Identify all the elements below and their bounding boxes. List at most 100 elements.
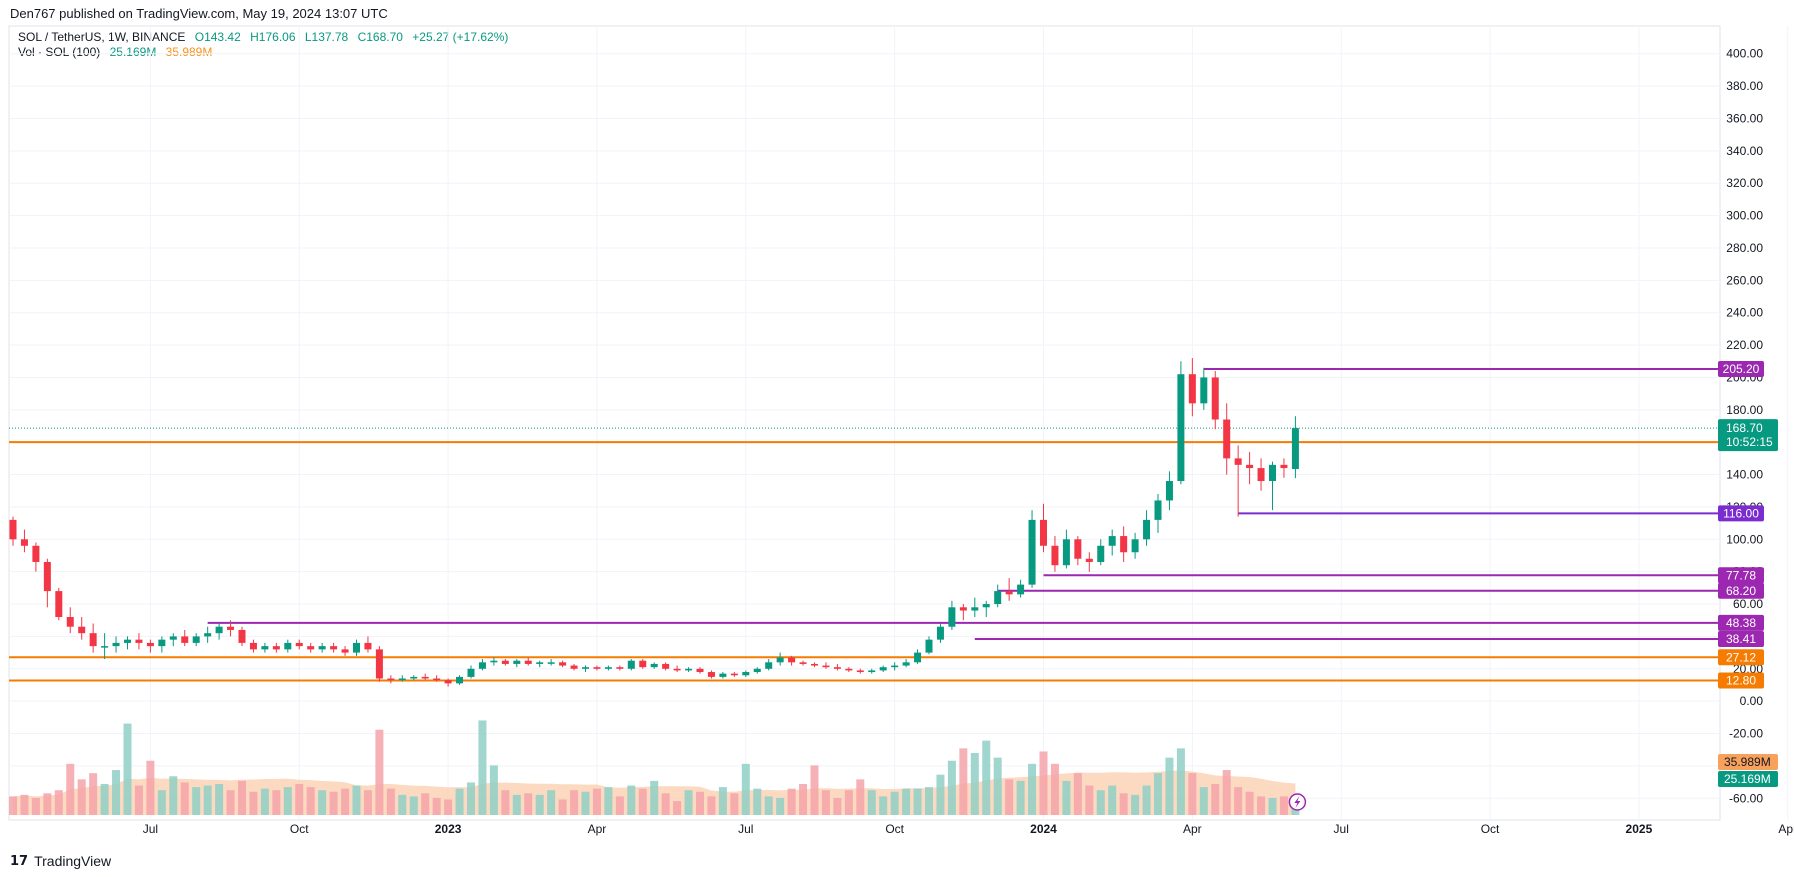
volume-bar <box>558 799 567 815</box>
candle-body <box>433 678 441 681</box>
candle-body <box>914 652 922 663</box>
volume-bars <box>9 720 1300 815</box>
volume-current-tag-bg <box>1718 771 1778 787</box>
candle-body <box>375 649 383 679</box>
candle-body <box>1269 464 1276 482</box>
level-price-tag: 12.80 <box>1726 673 1756 687</box>
candle-body <box>1188 374 1196 404</box>
volume-bar <box>54 790 63 815</box>
volume-bar <box>444 799 453 815</box>
candle-body <box>227 626 235 630</box>
price-tick-label: 140.00 <box>1726 468 1763 482</box>
volume-bar <box>1142 785 1151 815</box>
candle-body <box>936 626 944 640</box>
time-tick-label: Oct <box>290 822 309 836</box>
volume-bar <box>718 787 727 815</box>
volume-bar <box>570 790 579 815</box>
volume-bar <box>478 720 487 815</box>
candle-body <box>158 639 166 647</box>
candle-body <box>261 646 269 650</box>
candle-body <box>845 668 853 671</box>
candle-body <box>284 642 292 650</box>
candle-body <box>112 642 120 647</box>
candle-body <box>1074 539 1082 559</box>
candle-body <box>547 662 555 664</box>
level-price-tag: 48.38 <box>1726 616 1756 630</box>
volume-bar <box>157 790 166 815</box>
candle-body <box>582 667 589 669</box>
volume-bar <box>226 790 235 815</box>
volume-bar <box>215 784 224 815</box>
volume-bar <box>890 791 899 815</box>
candle-body <box>192 636 200 643</box>
price-tick-label: 0.00 <box>1740 694 1764 708</box>
candle-body <box>673 668 681 671</box>
volume-bar <box>661 793 670 815</box>
volume-bar <box>1028 763 1037 815</box>
volume-bar <box>421 793 430 815</box>
time-tick-label: Apr <box>1183 822 1202 836</box>
candle-body <box>730 673 738 676</box>
candle-body <box>902 662 910 666</box>
candle-body <box>1211 377 1219 420</box>
candle-body <box>1097 545 1105 562</box>
volume-bar <box>272 790 281 815</box>
volume-bar <box>844 790 853 815</box>
volume-bar <box>902 788 911 815</box>
volume-bar <box>318 790 327 815</box>
candle-body <box>524 660 532 664</box>
volume-bar <box>833 797 842 815</box>
candle-body <box>799 662 807 664</box>
candle-body <box>959 607 967 611</box>
candle-body <box>146 642 154 647</box>
volume-bar <box>673 801 682 815</box>
price-tick-label: 360.00 <box>1726 111 1763 125</box>
volume-bar <box>9 796 17 815</box>
volume-bar <box>1085 785 1094 815</box>
candle-body <box>307 646 315 650</box>
level-price-tag-bg <box>1718 672 1764 689</box>
volume-bar <box>180 782 189 815</box>
volume-bar <box>43 793 52 815</box>
volume-bar <box>753 788 762 815</box>
price-tick-label: 100.00 <box>1726 532 1763 546</box>
level-price-tag-bg <box>1718 582 1764 599</box>
candle-body <box>593 667 601 669</box>
level-price-tag-bg <box>1718 614 1764 631</box>
volume-bar <box>1176 748 1185 815</box>
candle-body <box>467 668 475 677</box>
candle-body <box>364 642 372 650</box>
volume-bar <box>295 784 304 815</box>
time-tick-label: 2025 <box>1626 822 1653 836</box>
volume-bar <box>134 785 143 815</box>
volume-bar <box>821 790 830 815</box>
time-tick-label: Apr <box>1778 822 1794 836</box>
level-price-tag-bg <box>1718 567 1764 584</box>
candle-body <box>536 662 544 664</box>
volume-bar <box>535 794 544 815</box>
volume-bar <box>363 790 372 815</box>
level-price-tag: 68.20 <box>1726 584 1756 598</box>
tradingview-logo-text: TradingView <box>34 853 112 869</box>
price-tick-label: 60.00 <box>1733 597 1763 611</box>
volume-bar <box>1039 751 1048 815</box>
candle-body <box>776 657 784 663</box>
volume-bar <box>1199 787 1208 815</box>
volume-bar <box>409 796 418 815</box>
volume-bar <box>1062 780 1071 815</box>
volume-current-tag: 25.169M <box>1724 772 1771 786</box>
legend-high: H176.06 <box>250 30 296 44</box>
volume-bar <box>398 794 407 815</box>
countdown-tag: 10:52:15 <box>1726 435 1773 449</box>
price-tick-label: -60.00 <box>1729 791 1763 805</box>
level-price-tag: 77.78 <box>1726 568 1756 582</box>
volume-bar <box>1279 796 1288 815</box>
time-tick-label: 2023 <box>435 822 462 836</box>
volume-bar <box>1108 785 1117 815</box>
tradingview-logo[interactable]: 17 TradingView <box>10 853 111 869</box>
volume-bar <box>1050 763 1059 815</box>
volume-bar <box>730 793 739 815</box>
volume-bar <box>604 787 613 815</box>
price-tick-label: 340.00 <box>1726 144 1763 158</box>
